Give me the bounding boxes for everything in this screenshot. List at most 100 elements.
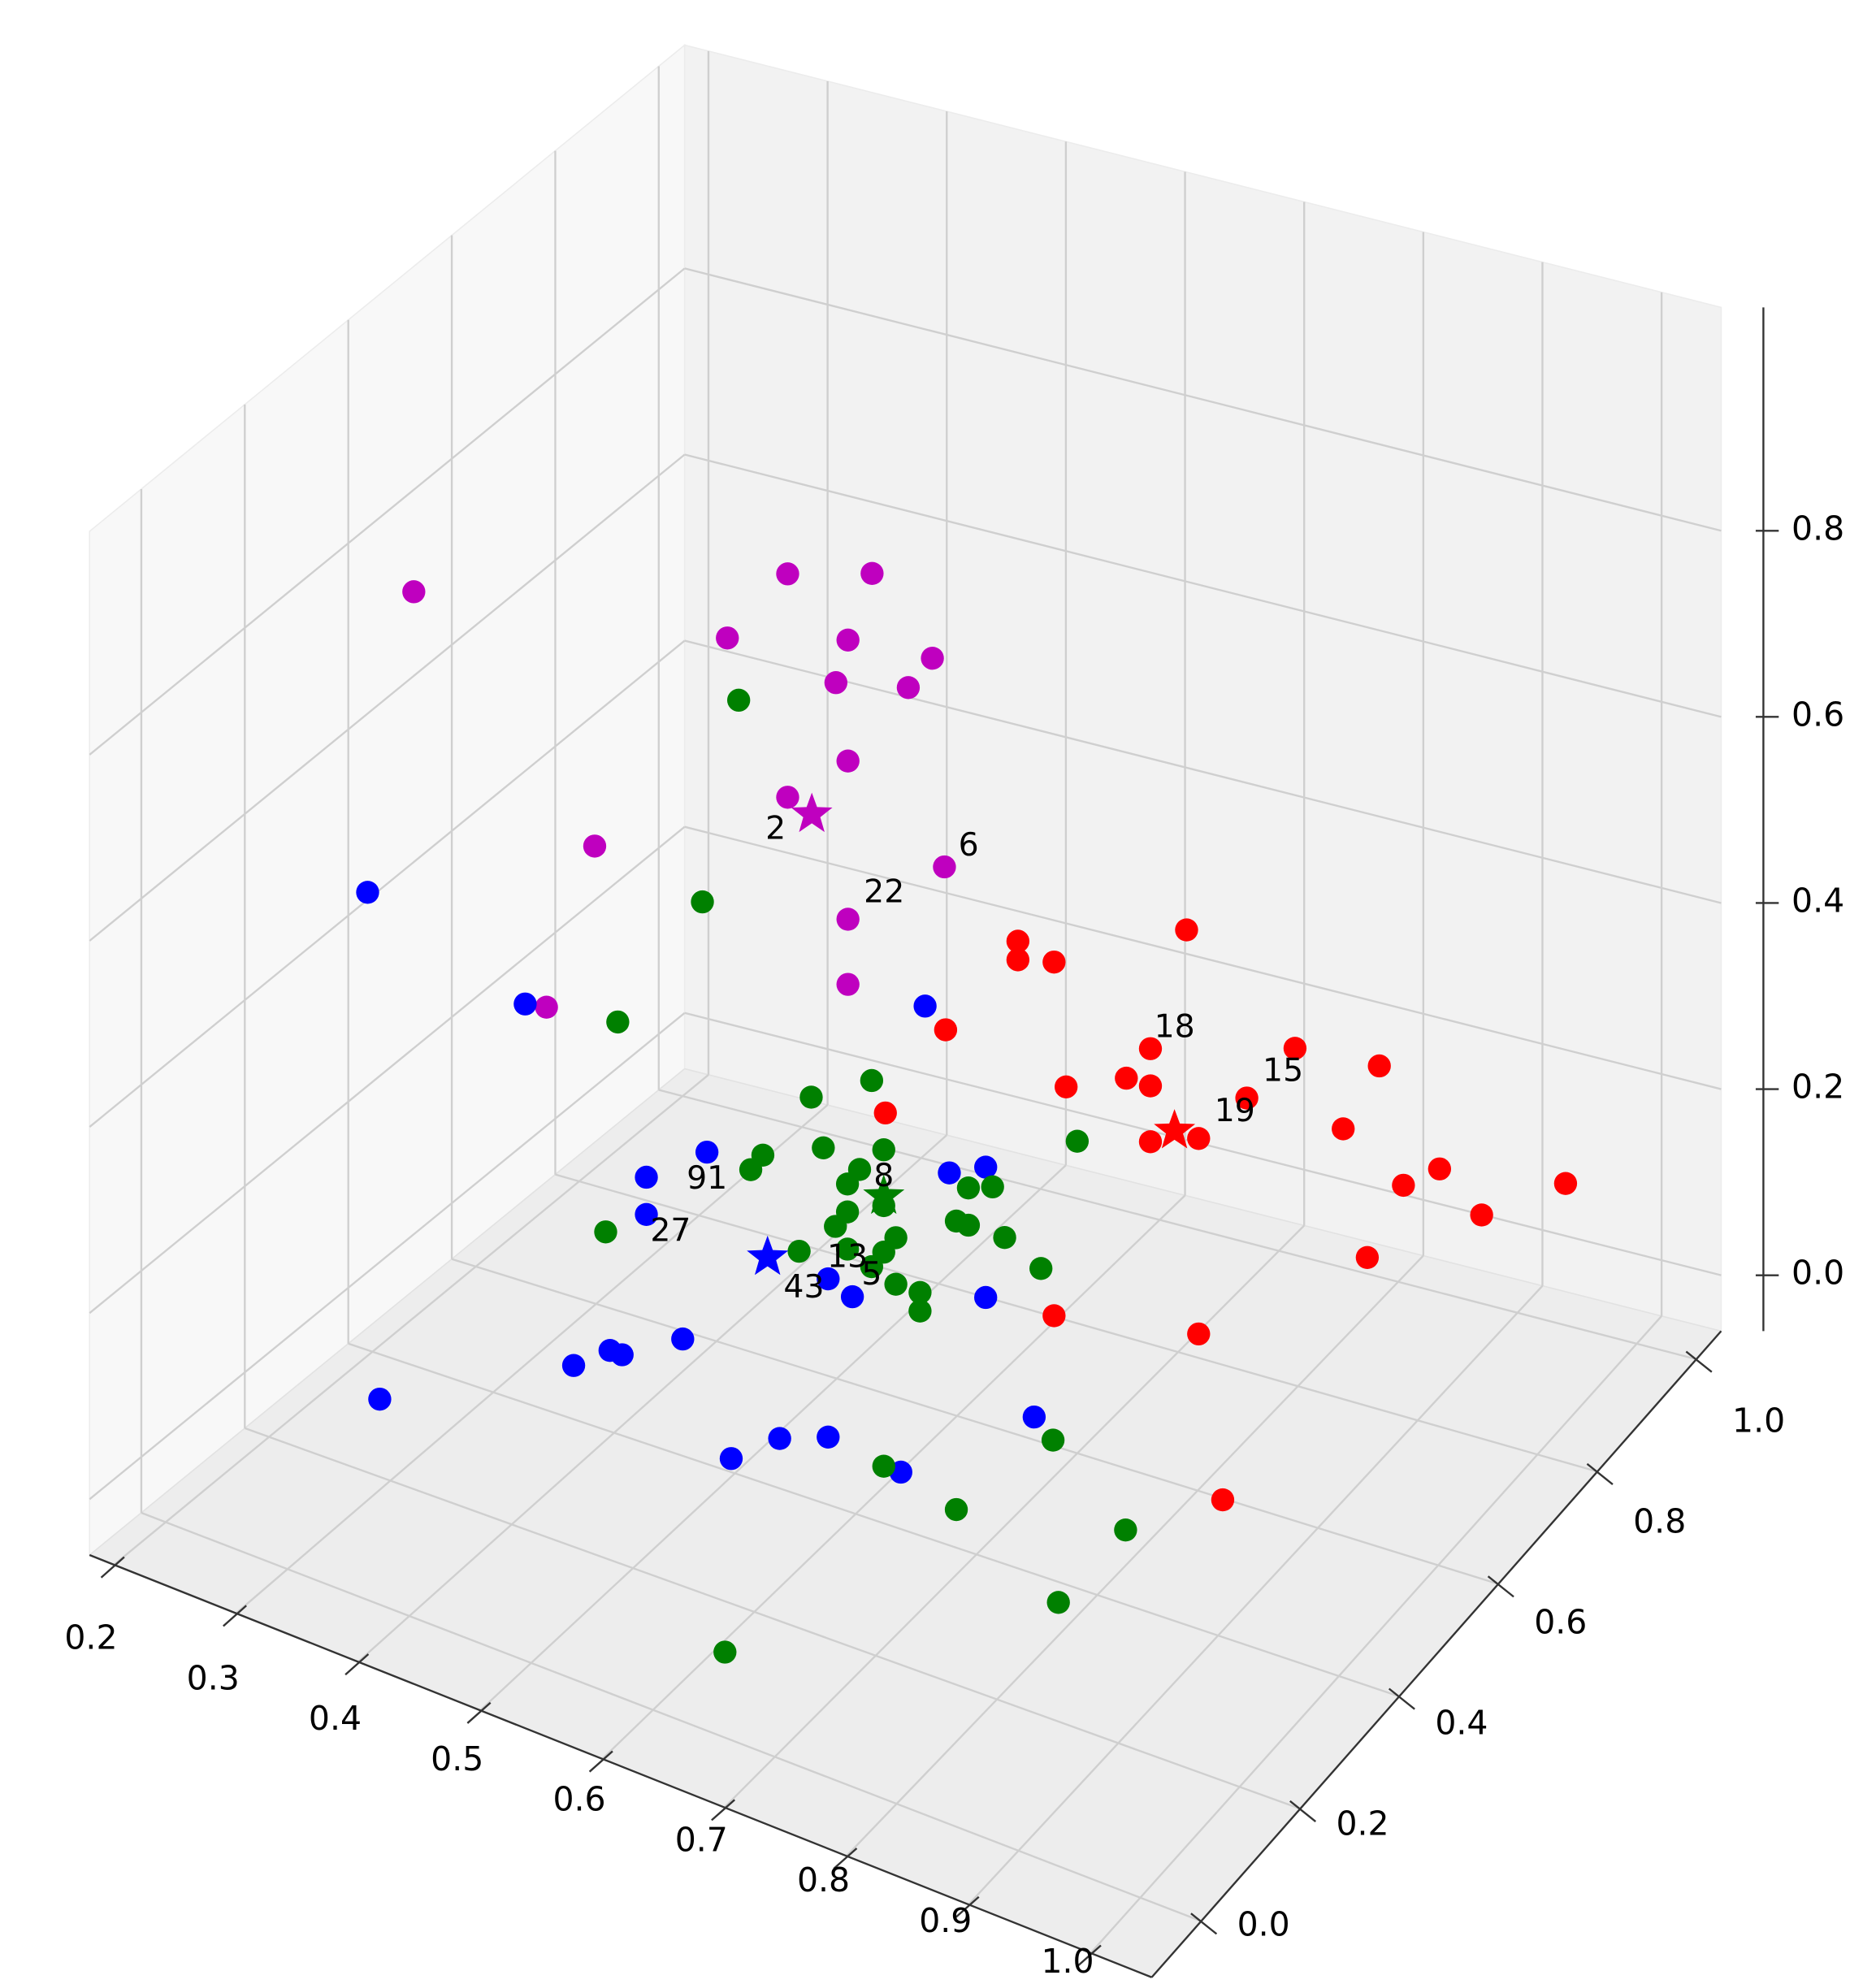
x-tick-label: 0.5 (431, 1739, 483, 1778)
x-tick (588, 1750, 613, 1773)
point (402, 580, 426, 604)
point (872, 1138, 895, 1162)
point (824, 1215, 847, 1238)
point (1115, 1066, 1138, 1090)
x-axis (89, 1553, 1152, 1978)
annotation: 13 (827, 1237, 868, 1275)
labels: 0.2 0.3 0.4 0.5 0.6 0.7 0.8 0.9 1.0 0.0 0.2 0.4 0.6 0… (64, 509, 1844, 1980)
point (635, 1202, 658, 1226)
x-tick (711, 1799, 735, 1822)
point (1367, 1054, 1391, 1078)
point (583, 834, 607, 858)
centroid-star (1154, 1109, 1196, 1149)
x-tick (223, 1605, 247, 1627)
grid-line (89, 267, 686, 756)
point (1006, 929, 1030, 953)
point (934, 1018, 958, 1042)
annotation: 27 (650, 1211, 691, 1249)
point (1553, 1172, 1578, 1195)
point (1065, 1129, 1090, 1153)
point (1042, 1304, 1066, 1328)
point (974, 1285, 998, 1310)
grid-line (89, 1011, 686, 1501)
y-tick (1388, 1687, 1415, 1710)
marks (356, 561, 1578, 1664)
x-tick-label: 0.9 (919, 1901, 972, 1940)
point (513, 992, 537, 1016)
point (1138, 1130, 1163, 1154)
grid-line (684, 267, 1722, 532)
point (1470, 1203, 1493, 1227)
point (1055, 1075, 1078, 1098)
axes (89, 307, 1779, 1978)
point (860, 1068, 884, 1093)
y-tick-label: 0.2 (1336, 1804, 1389, 1843)
point (610, 1343, 634, 1367)
grid-line (89, 639, 686, 1128)
point (768, 1427, 791, 1450)
point (872, 1454, 895, 1478)
point (1355, 1245, 1380, 1269)
grid-line (1090, 1315, 1662, 1954)
point (944, 1497, 968, 1522)
point (1392, 1173, 1415, 1198)
z-tick-label: 0.4 (1792, 881, 1844, 920)
point (561, 1354, 586, 1377)
x-tick-label: 0.4 (309, 1699, 362, 1738)
annotation: 22 (864, 873, 904, 911)
point (716, 626, 739, 650)
point (933, 855, 956, 879)
point (739, 1158, 763, 1181)
point (713, 1640, 737, 1664)
point (981, 1175, 1004, 1199)
grid-line (348, 1342, 1400, 1698)
point (719, 1447, 743, 1471)
point (799, 1085, 823, 1109)
x-tick (1077, 1944, 1102, 1967)
y-tick (1289, 1800, 1317, 1822)
y-tick (1487, 1575, 1514, 1598)
grid-line (89, 453, 686, 942)
point (368, 1387, 392, 1411)
point (606, 1010, 630, 1034)
point (1283, 1037, 1307, 1060)
point (884, 1272, 908, 1296)
annotation: 19 (1215, 1092, 1255, 1129)
panes (88, 43, 1722, 1978)
x-tick (466, 1701, 492, 1724)
grid-line (723, 1224, 1306, 1809)
grid-line (89, 825, 686, 1315)
point (908, 1280, 932, 1304)
annotation: 43 (783, 1268, 824, 1306)
annotation: 15 (1263, 1051, 1303, 1089)
point (938, 1161, 961, 1185)
x-tick-label: 0.8 (797, 1861, 850, 1900)
point (787, 1239, 811, 1263)
point (1022, 1405, 1046, 1429)
point (1235, 1086, 1259, 1110)
y-tick-label: 0.4 (1435, 1704, 1488, 1743)
x-tick (955, 1895, 980, 1918)
point (835, 1237, 860, 1261)
point (1138, 1037, 1163, 1060)
grid-line (235, 1104, 829, 1614)
point (913, 994, 937, 1018)
point (860, 561, 884, 585)
point (860, 1254, 884, 1279)
grid-line (658, 1089, 1697, 1361)
x-tick (344, 1653, 370, 1676)
grid-line (684, 639, 1722, 904)
point (671, 1327, 695, 1351)
point (840, 1284, 864, 1309)
annotation: 2 (765, 810, 786, 847)
z-tick-label: 0.0 (1792, 1254, 1844, 1293)
grid-line (555, 1173, 1598, 1473)
point (635, 1165, 658, 1189)
x-tick-label: 1.0 (1041, 1942, 1094, 1981)
point (776, 562, 799, 586)
point (1187, 1127, 1211, 1150)
point (695, 1140, 719, 1164)
point (726, 688, 751, 713)
point (1042, 950, 1066, 974)
